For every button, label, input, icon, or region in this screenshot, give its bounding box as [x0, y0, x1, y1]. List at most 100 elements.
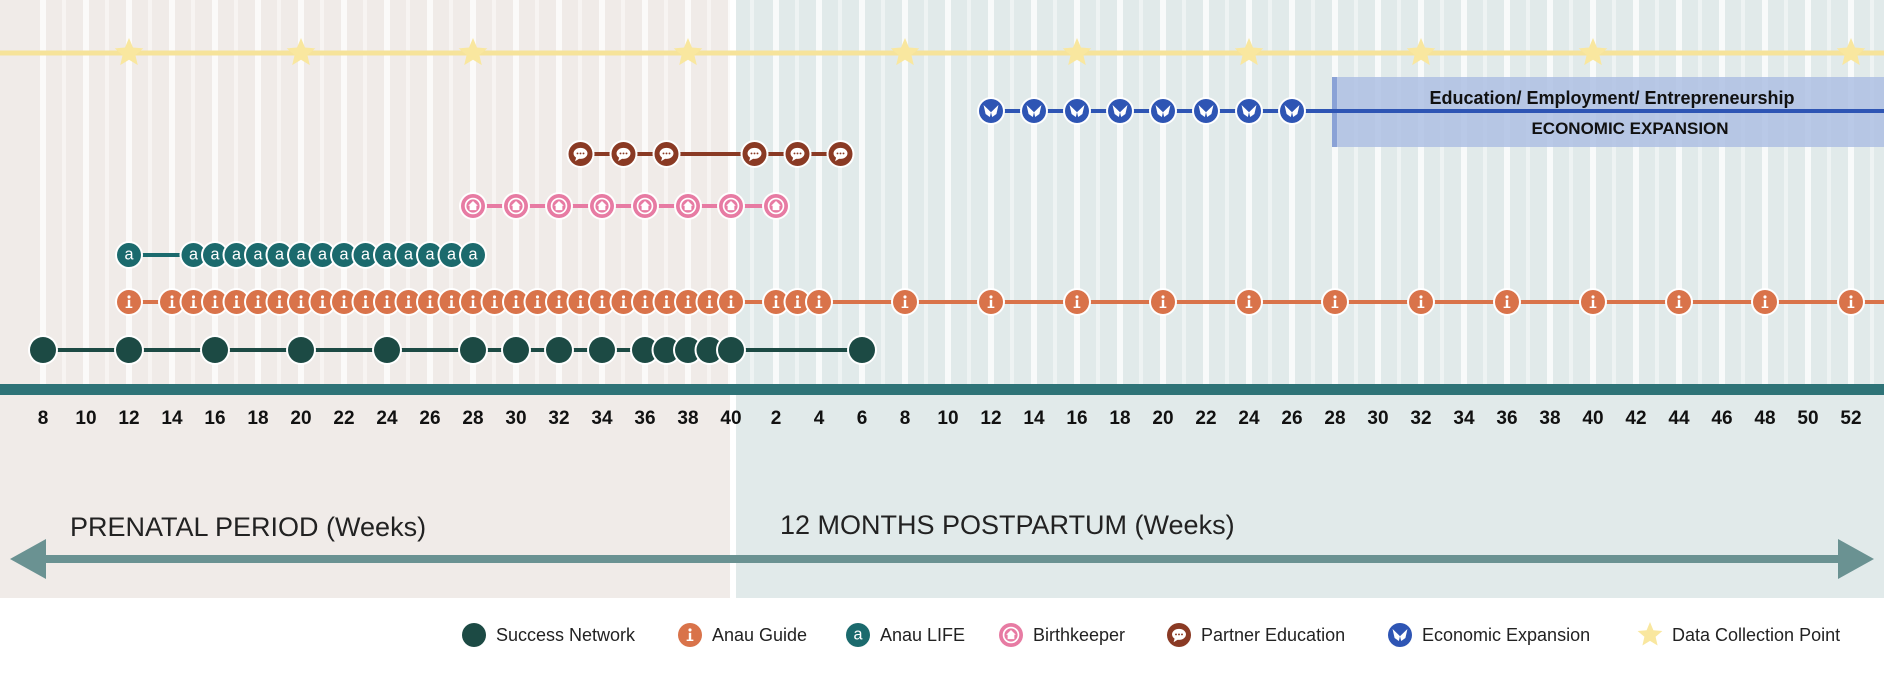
week-gridline	[1461, 0, 1467, 384]
week-tick-label: 34	[1453, 408, 1475, 429]
week-gridline-minor	[621, 0, 625, 384]
legend-item-birthkeeper: Birthkeeper	[999, 623, 1125, 647]
postpartum-period-label: 12 MONTHS POSTPARTUM (Weeks)	[780, 510, 1235, 540]
week-tick-label: 36	[1496, 408, 1517, 429]
week-gridline-minor	[449, 0, 453, 384]
economic-expansion-marker	[1106, 97, 1134, 125]
partner-education-marker	[826, 140, 855, 168]
anau-guide-marker	[1665, 288, 1693, 316]
week-gridline-minor	[148, 0, 152, 384]
prenatal-period-label: PRENATAL PERIOD (Weeks)	[70, 512, 426, 542]
week-gridline-minor	[1655, 0, 1659, 384]
svg-text:a: a	[253, 246, 262, 264]
week-tick-label: 36	[634, 408, 655, 429]
week-gridline	[298, 0, 304, 384]
week-gridline	[816, 0, 822, 384]
anau-life-marker: a	[308, 241, 337, 269]
week-gridline-minor	[1225, 0, 1229, 384]
legend-item-success-network: Success Network	[462, 623, 636, 647]
economic-box-line2: ECONOMIC EXPANSION	[1531, 119, 1728, 138]
week-tick-label: 22	[1195, 408, 1216, 429]
week-gridline-minor	[1526, 0, 1530, 384]
birthkeeper-marker	[717, 192, 745, 220]
success-network-marker	[372, 335, 402, 365]
anau-guide-marker	[609, 288, 638, 316]
week-gridline-minor	[1827, 0, 1831, 384]
week-gridline	[341, 0, 347, 384]
legend: Success Network Anau Guide a Anau LIFE Birth…	[462, 622, 1840, 647]
week-tick-labels: 8 10 12 14 16 18 20 22 24 26 28 30 32 34 36 38 40 2 4 6 8 10 1…	[38, 408, 1862, 429]
week-tick-label: 8	[900, 408, 911, 429]
week-tick-label: 40	[720, 408, 741, 429]
data-collection-marker	[114, 38, 144, 66]
success-network-marker	[501, 335, 531, 365]
anau-guide-marker	[1063, 288, 1091, 316]
week-tick-label: 34	[591, 408, 613, 429]
week-gridline-minor	[1053, 0, 1057, 384]
data-collection-marker	[1406, 38, 1436, 66]
svg-text:a: a	[361, 246, 370, 264]
week-tick-label: 26	[1281, 408, 1302, 429]
speech-bubble-icon	[1167, 623, 1191, 647]
anau-guide-marker	[891, 288, 919, 316]
anau-guide-marker	[1235, 288, 1263, 316]
week-tick-label: 22	[333, 408, 354, 429]
legend-label: Data Collection Point	[1672, 625, 1840, 645]
svg-text:a: a	[210, 246, 219, 264]
data-collection-marker	[890, 38, 920, 66]
week-gridline-minor	[924, 0, 928, 384]
letter-a-icon: a	[846, 623, 870, 647]
week-gridline-minor	[664, 0, 668, 384]
week-gridline	[1289, 0, 1295, 384]
week-gridline	[988, 0, 994, 384]
week-tick-label: 46	[1711, 408, 1732, 429]
anau-guide-marker	[351, 288, 380, 316]
week-tick-label: 16	[1066, 408, 1087, 429]
anau-guide-marker	[179, 288, 208, 316]
week-gridline	[212, 0, 218, 384]
anau-guide-marker	[201, 288, 229, 316]
anau-life-marker: a	[287, 241, 315, 269]
week-gridline-minor	[1397, 0, 1401, 384]
week-gridline-minor	[578, 0, 582, 384]
svg-text:a: a	[404, 246, 413, 264]
week-gridline-minor	[535, 0, 539, 384]
week-tick-label: 30	[505, 408, 526, 429]
anau-life-marker: a	[244, 241, 272, 269]
week-tick-label: 44	[1668, 408, 1690, 429]
anau-life-marker: a	[179, 241, 208, 269]
week-gridline	[126, 0, 132, 384]
week-gridline	[1160, 0, 1166, 384]
week-tick-label: 18	[247, 408, 268, 429]
anau-life-marker: a	[459, 241, 487, 269]
week-gridline-minor	[191, 0, 195, 384]
anau-guide-marker	[480, 288, 509, 316]
week-gridline	[1719, 0, 1725, 384]
week-gridline	[1203, 0, 1209, 384]
economic-expansion-track	[977, 97, 1884, 125]
anau-guide-marker	[502, 288, 530, 316]
week-gridline-minor	[105, 0, 109, 384]
data-collection-marker	[286, 38, 316, 66]
week-gridline	[902, 0, 908, 384]
birthkeeper-marker	[674, 192, 702, 220]
birthkeeper-marker	[459, 192, 487, 220]
svg-text:a: a	[853, 626, 862, 644]
legend-label: Anau LIFE	[880, 625, 965, 645]
svg-text:a: a	[425, 246, 434, 264]
week-tick-label: 10	[937, 408, 958, 429]
success-network-marker	[847, 335, 877, 365]
economic-box-line1: Education/ Employment/ Entrepreneurship	[1429, 88, 1794, 108]
partner-education-marker	[566, 140, 595, 168]
anau-life-marker: a	[330, 241, 358, 269]
anau-life-marker: a	[115, 241, 143, 269]
anau-life-marker: a	[373, 241, 401, 269]
timeline-axis	[0, 384, 1884, 395]
house-icon	[999, 623, 1023, 647]
anau-guide-marker	[437, 288, 466, 316]
week-tick-label: 24	[376, 408, 398, 429]
svg-text:a: a	[232, 246, 241, 264]
anau-guide-marker	[416, 288, 444, 316]
week-gridline-minor	[1354, 0, 1358, 384]
week-gridline	[1590, 0, 1596, 384]
